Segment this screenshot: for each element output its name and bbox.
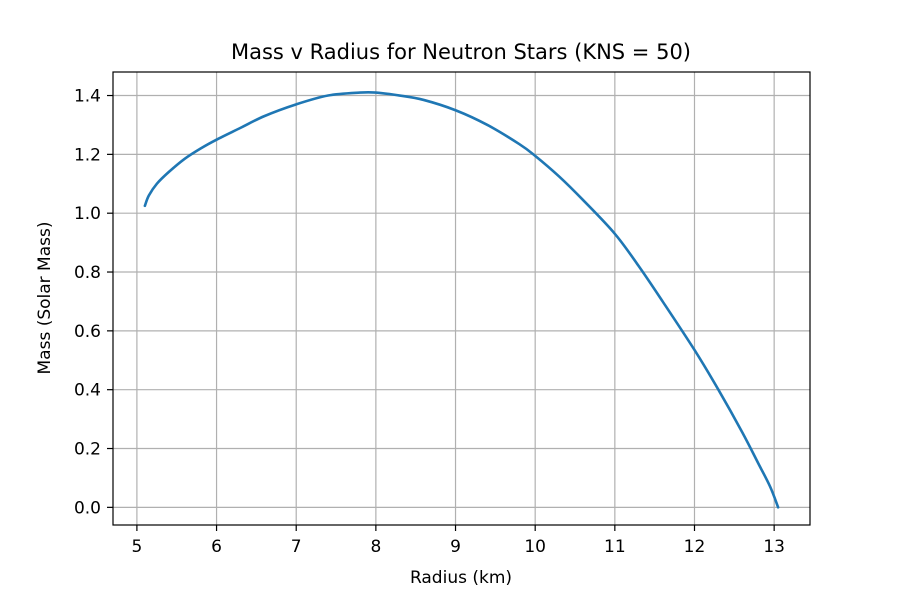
- y-tick-label: 1.4: [74, 87, 101, 107]
- x-tick-label: 9: [450, 537, 461, 557]
- mass-radius-series-line: [143, 90, 780, 509]
- x-tick-label: 8: [370, 537, 381, 557]
- ticks-layer: 5 6 7 8 9 10 11 12 13 0.0 0.2 0.4 0.6 0.8 1.0 1.2 1.4: [74, 87, 785, 557]
- x-tick-label: 12: [684, 537, 706, 557]
- y-tick-label: 1.0: [74, 204, 101, 224]
- y-tick-label: 0.4: [74, 381, 101, 401]
- series-layer: [143, 90, 780, 509]
- x-axis-label: Radius (km): [410, 568, 512, 588]
- y-tick-label: 0.6: [74, 322, 101, 342]
- chart-title: Mass v Radius for Neutron Stars (KNS = 5…: [231, 40, 691, 64]
- plot-frame: [112, 71, 811, 526]
- y-tick-label: 0.2: [74, 440, 101, 460]
- x-tick-label: 13: [763, 537, 785, 557]
- x-tick-label: 7: [291, 537, 302, 557]
- x-tick-label: 6: [211, 537, 222, 557]
- y-tick-label: 0.0: [74, 498, 101, 518]
- y-axis-label: Mass (Solar Mass): [35, 222, 55, 375]
- x-tick-label: 5: [131, 537, 142, 557]
- y-tick-label: 0.8: [74, 263, 101, 283]
- grid-layer: [113, 72, 810, 525]
- x-tick-label: 10: [524, 537, 546, 557]
- y-tick-label: 1.2: [74, 145, 101, 165]
- x-tick-label: 11: [604, 537, 626, 557]
